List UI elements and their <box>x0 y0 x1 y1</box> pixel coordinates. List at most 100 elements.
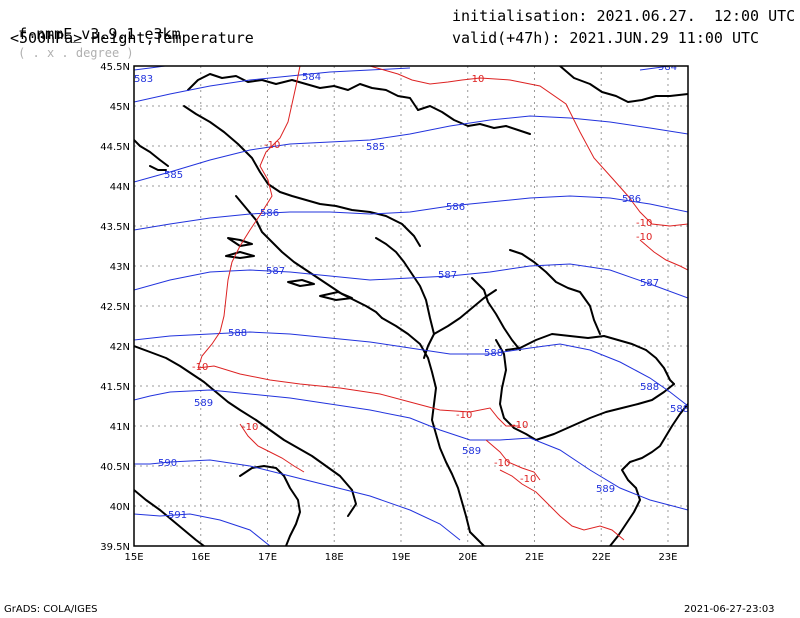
coastline-italy-south <box>134 489 205 546</box>
border-albania-macedonia <box>495 339 537 441</box>
temperature-contour-label: -10 <box>636 232 652 243</box>
lat-tick-label: 42.5N <box>100 302 130 313</box>
border-slovenia-croatia-hungary <box>187 73 419 111</box>
border-serbia-bulgaria <box>509 249 601 335</box>
contour-589 <box>134 389 688 511</box>
footer-timestamp: 2021-06-27-23:03 <box>684 604 775 615</box>
height-contour-label: 586 <box>622 194 641 205</box>
lat-tick-label: 40N <box>110 502 130 513</box>
height-contour-label: 583 <box>134 74 153 85</box>
lon-tick-label: 18E <box>325 552 344 563</box>
height-contour-label: 588 <box>640 382 659 393</box>
island-4 <box>319 291 353 301</box>
border-croatia-bosnia <box>183 105 421 247</box>
coastline-italy-east <box>134 345 357 517</box>
height-contour-label: 585 <box>366 142 385 153</box>
initialisation-line: initialisation: 2021.06.27. 12:00 UTC <box>452 7 795 25</box>
temperature-contour-label: -10 <box>264 140 280 151</box>
lon-tick-label: 20E <box>458 552 477 563</box>
graticule <box>134 66 688 546</box>
height-contour-label: 589 <box>462 446 481 457</box>
height-contour-label: 588 <box>228 328 247 339</box>
lon-tick-label: 16E <box>191 552 210 563</box>
temperature-contour-label: -10 <box>456 410 472 421</box>
lon-tick-label: 23E <box>658 552 677 563</box>
height-contour-label: 587 <box>266 266 285 277</box>
init-label: initialisation: <box>452 7 588 25</box>
field-title: <500hPa> Height,Temperature <box>10 29 254 47</box>
height-contour-label: 589 <box>194 398 213 409</box>
height-contour-label: 591 <box>168 510 187 521</box>
isotherm-central <box>197 365 520 427</box>
island-2 <box>225 251 255 259</box>
border-serbia-romania <box>417 105 531 135</box>
border-bosnia-serbia <box>375 237 435 335</box>
height-contour-label: 590 <box>158 458 177 469</box>
coastline-north-adriatic <box>134 139 169 171</box>
border-bulgaria-north <box>559 66 688 103</box>
temperature-contour-label: -10 <box>494 458 510 469</box>
border-macedonia-greece <box>535 383 675 441</box>
temperature-contour-label: -10 <box>468 74 484 85</box>
tick-labels: 15E 16E 17E 18E 19E 20E 21E 22E 23E 39.5N 40N 40.5N… <box>100 62 677 563</box>
plot-frame <box>133 65 689 547</box>
coastline-aegean <box>609 403 688 546</box>
lat-tick-label: 45.5N <box>100 62 130 73</box>
lat-tick-label: 39.5N <box>100 542 130 553</box>
isotherm-west <box>197 66 301 369</box>
border-kosovo <box>471 277 521 351</box>
valid-label: valid(+47h): <box>452 29 561 47</box>
valid-line: valid(+47h): 2021.JUN.29 11:00 UTC <box>452 29 759 47</box>
isotherm-greece <box>499 469 625 541</box>
footer-credit: GrADS: COLA/IGES <box>4 604 98 615</box>
lon-tick-label: 15E <box>124 552 143 563</box>
temperature-contour-label: -10 <box>512 420 528 431</box>
isotherm-east <box>639 239 688 271</box>
model-title: f-nmmE_v3.9.1-e3km ( . x . degree ) <box>0 7 181 62</box>
contour-586 <box>134 195 688 231</box>
height-contour-label: 589 <box>596 484 615 495</box>
border-serbia-montenegro <box>423 333 435 359</box>
border-bulgaria-greece-east <box>645 349 675 385</box>
island-1 <box>227 237 253 247</box>
temperature-contour-label: -10 <box>636 218 652 229</box>
height-contour-label: 584 <box>302 72 321 83</box>
height-contours <box>134 66 688 546</box>
lon-tick-label: 17E <box>258 552 277 563</box>
height-contour-label: 588 <box>484 348 503 359</box>
model-name: f-nmmE_v3.9.1-e3km <box>18 25 181 43</box>
contour-588 <box>134 331 688 407</box>
lat-tick-label: 45N <box>110 102 130 113</box>
lat-tick-label: 41N <box>110 422 130 433</box>
coastline-dalmatia <box>235 195 383 319</box>
lat-tick-label: 41.5N <box>100 382 130 393</box>
height-contour-label: 587 <box>438 270 457 281</box>
height-contour-label: 585 <box>164 170 183 181</box>
contour-591 <box>134 513 271 546</box>
contour-590 <box>134 459 461 541</box>
contour-584 <box>134 66 675 103</box>
lat-tick-label: 43N <box>110 262 130 273</box>
lat-tick-label: 43.5N <box>100 222 130 233</box>
isotherm-albania <box>485 439 541 481</box>
valid-value: 2021.JUN.29 11:00 UTC <box>569 29 760 47</box>
lon-tick-label: 19E <box>391 552 410 563</box>
temperature-contours <box>197 66 688 541</box>
height-contour-label: 587 <box>640 278 659 289</box>
lon-tick-label: 21E <box>525 552 544 563</box>
height-contour-label: 588 <box>670 404 689 415</box>
contour-585 <box>134 115 688 183</box>
isotherm-south <box>239 423 305 473</box>
height-contour-label: 586 <box>446 202 465 213</box>
height-contour-label: 584 <box>658 62 677 73</box>
height-contour-label: 586 <box>260 208 279 219</box>
coastline-montenegro-albania <box>381 317 471 533</box>
height-labels: 583 584 584 585 585 586 586 586 587 587 587 588 588 5… <box>134 62 689 521</box>
lat-tick-label: 44.5N <box>100 142 130 153</box>
lat-tick-label: 44N <box>110 182 130 193</box>
lon-tick-label: 22E <box>592 552 611 563</box>
coastline-italy-gulf <box>239 465 301 546</box>
temperature-contour-label: -10 <box>242 422 258 433</box>
isotherm-north <box>369 66 688 227</box>
